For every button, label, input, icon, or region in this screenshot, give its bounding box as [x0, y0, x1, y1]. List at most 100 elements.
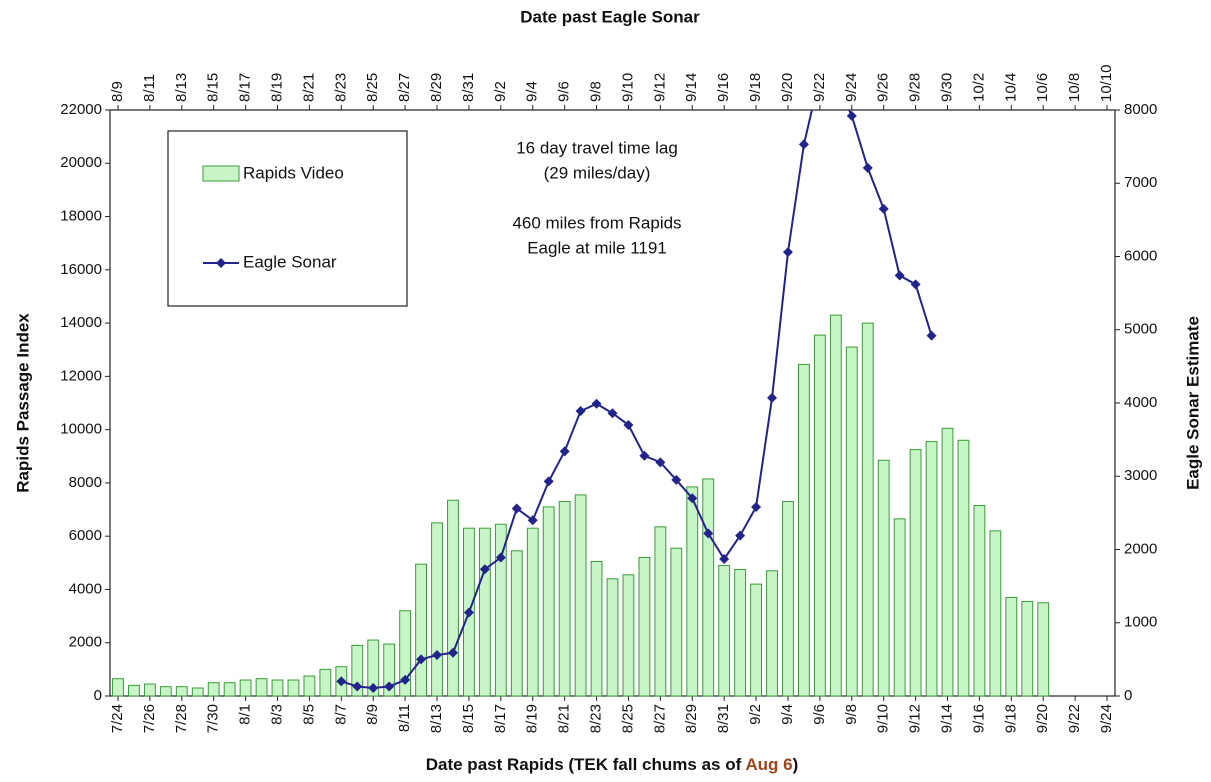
bar [973, 505, 986, 697]
bar [989, 530, 1002, 697]
line-marker [862, 162, 873, 173]
x-tick-label: 9/8 [843, 704, 860, 725]
annotation: (29 miles/day) [544, 163, 651, 182]
top-x-tick-label: 9/28 [907, 73, 924, 102]
y2-tick-label: 3000 [1124, 467, 1157, 484]
bar [431, 522, 443, 697]
line-marker [719, 554, 730, 565]
bar [447, 499, 459, 697]
bar [478, 527, 491, 697]
y-tick-label: 18000 [60, 208, 102, 225]
x-tick-label: 8/29 [683, 704, 700, 733]
y-tick-label: 2000 [69, 634, 102, 651]
y-tick-label: 10000 [60, 421, 102, 438]
y-tick-label: 8000 [69, 474, 102, 491]
legend-box [167, 130, 408, 307]
x-tick-label: 7/24 [109, 704, 126, 733]
x-tick-label: 9/10 [875, 704, 892, 733]
x-tick-label: 9/14 [938, 704, 955, 733]
line-marker [527, 515, 538, 526]
y-tick-label: 16000 [60, 261, 102, 278]
y2-tick-label: 7000 [1124, 174, 1157, 191]
y2-axis-label: Eagle Sonar Estimate [1183, 316, 1202, 490]
top-x-tick-label: 9/10 [619, 73, 636, 102]
bar [718, 564, 731, 697]
line-marker [384, 681, 395, 692]
y2-tick-label: 6000 [1124, 247, 1157, 264]
line-marker [639, 450, 650, 461]
x-tick-label: 8/5 [300, 704, 317, 725]
line-marker [735, 530, 746, 541]
bar [351, 644, 364, 697]
line-marker [831, 76, 841, 86]
line-marker [910, 279, 921, 290]
line-marker [703, 528, 714, 539]
top-x-tick-label: 8/31 [460, 73, 477, 102]
bar [112, 678, 124, 697]
top-x-tick-label: 9/12 [651, 73, 668, 102]
legend-marker [216, 258, 226, 268]
top-x-tick-label: 9/2 [492, 81, 509, 102]
bar [877, 459, 890, 697]
x-tick-label: 9/4 [779, 704, 796, 725]
bar [941, 427, 954, 697]
y2-tick-label: 8000 [1124, 101, 1157, 118]
bar [383, 643, 396, 697]
bar [1037, 602, 1050, 697]
y2-tick-label: 5000 [1124, 321, 1157, 338]
y2-tick-label: 4000 [1124, 394, 1157, 411]
bar [191, 687, 204, 697]
bar [813, 334, 826, 697]
bar [319, 668, 332, 697]
line-marker [782, 247, 793, 258]
line-marker [894, 270, 905, 281]
top-x-tick-label: 10/10 [1098, 64, 1115, 102]
line-marker [400, 674, 411, 685]
y-tick-label: 14000 [60, 314, 102, 331]
y2-tick-label: 0 [1124, 687, 1132, 704]
line-marker [623, 419, 634, 430]
line-marker [926, 330, 937, 341]
x-tick-label: 8/7 [332, 704, 349, 725]
bar [303, 675, 316, 697]
x-axis-label-part: ) [793, 755, 799, 774]
bar [239, 679, 252, 697]
line-marker [767, 392, 778, 403]
legend-label: Rapids Video [243, 163, 344, 182]
top-x-tick-label: 10/2 [970, 73, 987, 102]
bar [574, 494, 587, 697]
top-x-tick-label: 9/24 [843, 73, 860, 102]
x-tick-label: 8/15 [460, 704, 477, 733]
top-x-tick-label: 9/6 [556, 81, 573, 102]
bar [622, 574, 635, 697]
line-marker [559, 446, 570, 457]
top-x-tick-label: 9/8 [588, 81, 605, 102]
line-marker [463, 607, 474, 618]
bar [1005, 596, 1018, 697]
x-tick-label: 8/1 [237, 704, 254, 725]
line-marker [591, 398, 602, 409]
bar [255, 678, 268, 697]
bar [558, 501, 571, 697]
line-marker [671, 474, 682, 485]
y2-tick-label: 2000 [1124, 540, 1157, 557]
top-x-tick-label: 10/8 [1066, 73, 1083, 102]
x-tick-label: 8/21 [556, 704, 573, 733]
x-tick-label: 8/27 [651, 704, 668, 733]
y-tick-label: 12000 [60, 367, 102, 384]
bar [893, 518, 906, 697]
bar [766, 570, 778, 697]
top-x-tick-label: 8/27 [396, 73, 413, 102]
bar [750, 583, 762, 697]
line-marker [432, 649, 443, 660]
bar [606, 578, 619, 697]
bar [223, 682, 236, 697]
x-tick-label: 9/12 [907, 704, 924, 733]
line-marker [352, 681, 363, 692]
line-marker [878, 203, 889, 214]
y-tick-label: 0 [94, 687, 102, 704]
x-tick-label: 8/17 [492, 704, 509, 733]
line-marker [479, 564, 490, 575]
bar [287, 679, 300, 697]
